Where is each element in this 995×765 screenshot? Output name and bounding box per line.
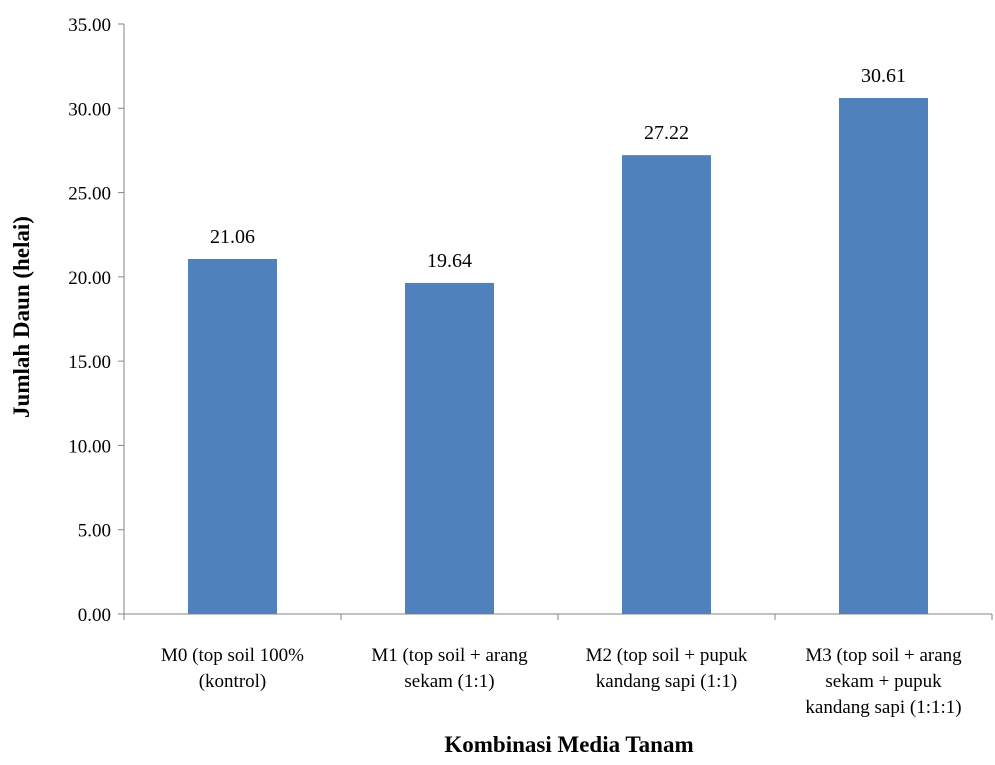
y-tick-label: 20.00: [68, 268, 111, 289]
y-tick-label: 10.00: [68, 436, 111, 457]
bar: [622, 155, 711, 615]
y-tick-label: 0.00: [78, 605, 111, 626]
x-tick-label: M3 (top soil + arang sekam + pupuk kandang…: [805, 645, 962, 718]
category-labels: M0 (top soil 100% (kontrol) M1 (top soil +…: [161, 645, 962, 718]
bar: [839, 98, 928, 614]
y-axis-title: Jumlah Daun (helai): [9, 216, 34, 418]
y-tick-label: 35.00: [68, 15, 111, 36]
data-label: 21.06: [210, 226, 255, 248]
x-tick-label: M0 (top soil 100% (kontrol): [161, 645, 304, 692]
y-tick-label: 30.00: [68, 99, 111, 120]
data-label: 27.22: [644, 122, 689, 144]
x-tick-label: M2 (top soil + pupuk kandang sapi (1:1): [586, 645, 748, 692]
y-tick-label: 5.00: [78, 521, 111, 542]
x-axis-title: Kombinasi Media Tanam: [444, 732, 693, 757]
bars: [188, 98, 928, 615]
data-labels: 21.06 19.64 27.22 30.61: [210, 65, 906, 272]
data-label: 30.61: [861, 65, 906, 87]
x-axis: [123, 613, 993, 620]
data-label: 19.64: [427, 250, 472, 272]
y-tick-label: 25.00: [68, 184, 111, 205]
x-tick-label: M1 (top soil + arang sekam (1:1): [371, 645, 528, 692]
bar: [405, 282, 494, 614]
y-tick-label: 15.00: [68, 352, 111, 373]
bar: [188, 258, 277, 614]
y-axis: 0.00 5.00 10.00 15.00 20.00 25.00 30.00 35.00: [68, 15, 125, 626]
